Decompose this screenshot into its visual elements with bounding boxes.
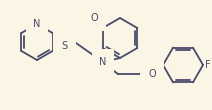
Text: F: F bbox=[205, 60, 211, 70]
Text: N: N bbox=[61, 34, 68, 44]
Text: N: N bbox=[99, 57, 107, 67]
Text: O: O bbox=[91, 13, 99, 23]
Text: O: O bbox=[148, 69, 156, 79]
Text: S: S bbox=[61, 41, 68, 51]
Text: N: N bbox=[33, 19, 41, 29]
